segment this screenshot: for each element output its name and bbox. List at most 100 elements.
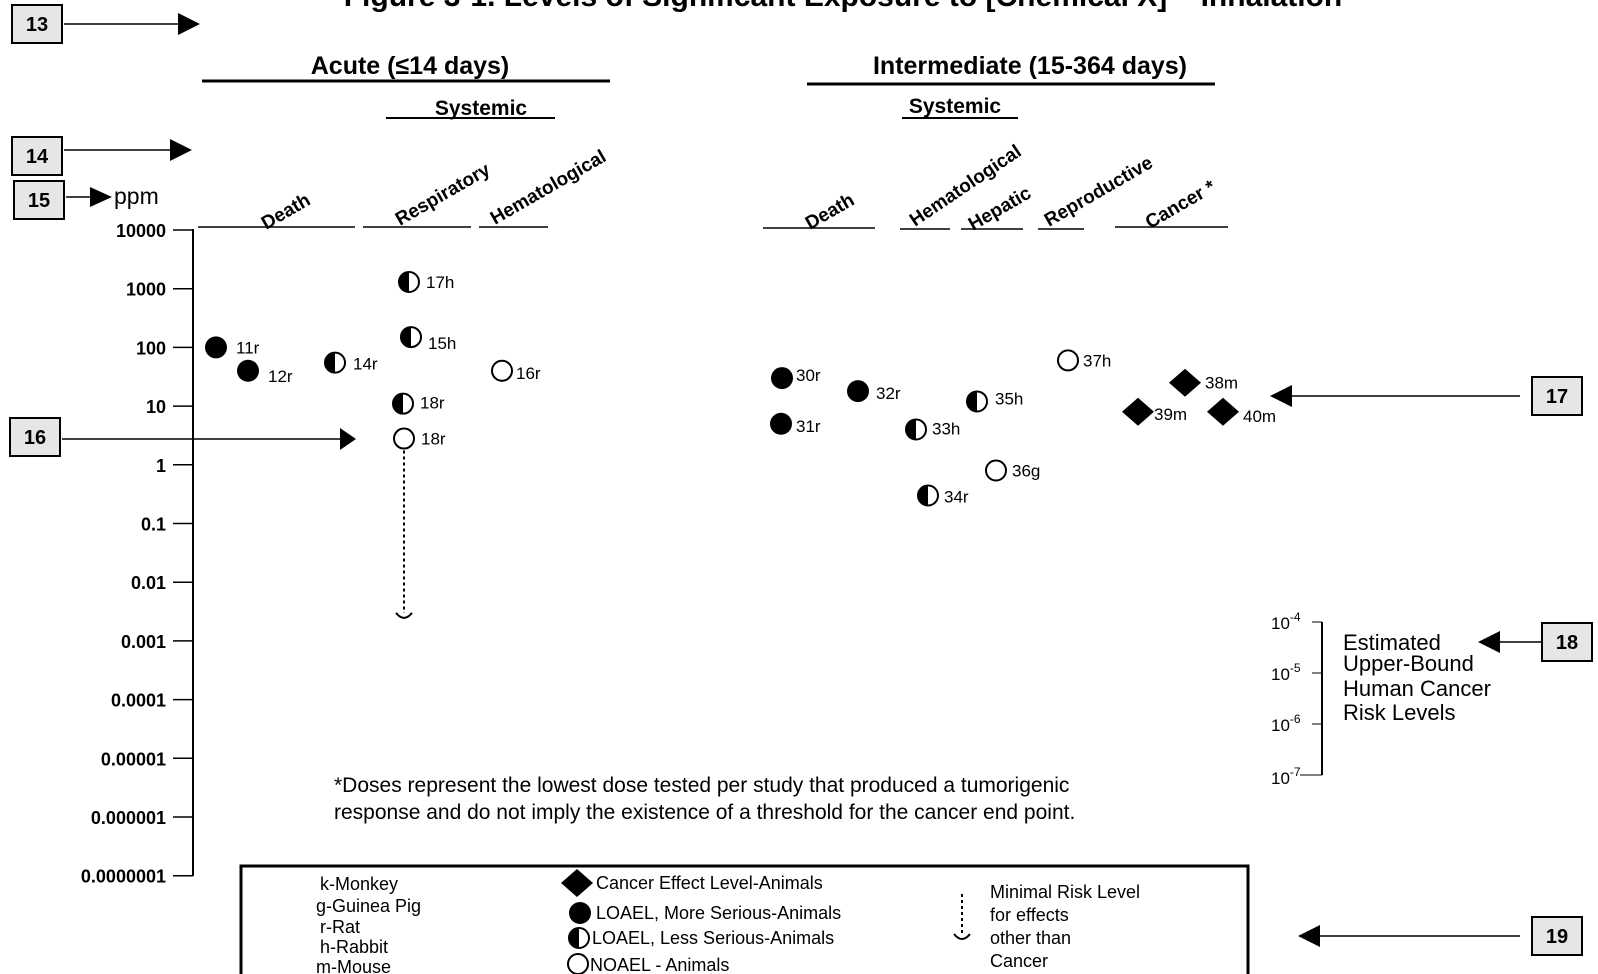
y-tick-label: 0.00001 <box>101 749 166 769</box>
figure-title: Figure 3-1. Levels of Significant Exposu… <box>344 0 1343 13</box>
callout-18: 18 <box>1478 622 1593 662</box>
unit-label: ppm <box>114 183 159 209</box>
y-tick-label: 0.0001 <box>111 691 166 711</box>
data-label-17h: 17h <box>426 273 454 292</box>
data-point-38m <box>1169 368 1201 397</box>
data-label-14r: 14r <box>353 355 378 374</box>
data-point-14r <box>324 351 346 374</box>
data-point-36g <box>985 459 1007 482</box>
callout-13: 13 <box>11 4 200 44</box>
risk-tick-3: 10-6 <box>1271 712 1301 735</box>
acute-systemic-label: Systemic <box>435 97 528 120</box>
legend-box <box>239 864 1250 974</box>
data-point-32r <box>847 380 869 403</box>
legend-filled-symbol <box>569 902 591 924</box>
risk-tick-4: 10-7 <box>1271 765 1301 788</box>
data-point-11r <box>205 336 227 359</box>
callout-19: 19 <box>1298 916 1583 956</box>
y-tick-label: 0.000001 <box>91 808 166 828</box>
data-label-30r: 30r <box>796 366 821 385</box>
data-point-40m <box>1207 397 1239 426</box>
callout-15-label: 15 <box>28 190 50 212</box>
data-label-18r: 18r <box>420 394 445 413</box>
callout-15: 15 <box>13 180 112 220</box>
cat-acute-hematological: Hematological <box>487 146 610 229</box>
risk-label-1: Estimated <box>1343 630 1441 655</box>
legend-effect-noael: NOAEL - Animals <box>590 955 729 974</box>
legend-mrl-symbol <box>953 894 971 940</box>
data-label-31r: 31r <box>796 417 821 436</box>
data-point-34r <box>917 484 939 507</box>
mrl-marker <box>395 450 413 619</box>
intermediate-systemic-label: Systemic <box>909 95 1002 118</box>
data-point-39m <box>1122 397 1154 426</box>
footnote-line-1: *Doses represent the lowest dose tested … <box>334 774 1069 797</box>
data-point-17h <box>398 271 420 294</box>
data-point-30r <box>771 367 793 390</box>
category-headers: Death Respiratory Hematological Death He… <box>198 141 1228 235</box>
cat-int-reproductive: Reproductive <box>1041 152 1157 231</box>
data-label-18r: 18r <box>421 430 446 449</box>
risk-tick-1: 10-4 <box>1271 610 1301 633</box>
risk-tick-2: 10-5 <box>1271 661 1301 684</box>
legend-half-symbol <box>568 927 590 949</box>
y-tick-label: 100 <box>136 338 166 358</box>
legend-mrl-line-4: Cancer <box>990 951 1048 971</box>
data-point-18r <box>393 427 415 450</box>
data-label-35h: 35h <box>995 389 1023 408</box>
legend-effect-loael-less: LOAEL, Less Serious-Animals <box>592 928 834 948</box>
data-point-31r <box>770 412 792 435</box>
data-label-12r: 12r <box>268 367 293 386</box>
y-axis: 10000 1000 100 10 1 0.1 0.01 0.001 0.0001 0.00001… <box>81 221 194 887</box>
legend-species-2: g-Guinea Pig <box>316 896 421 916</box>
data-marks: 11r 12r 14r 17h 15h 18r 18r 16r 30r 31r 32r 33h 34r 3… <box>205 271 1276 619</box>
callout-19-label: 19 <box>1546 926 1568 948</box>
acute-heading: Acute (≤14 days) <box>311 52 510 80</box>
legend-species-1: k-Monkey <box>320 874 398 894</box>
legend-mrl-line-3: other than <box>990 928 1071 948</box>
data-label-34r: 34r <box>944 487 969 506</box>
legend-diamond-symbol <box>561 869 593 897</box>
y-tick-label: 10 <box>146 397 166 417</box>
legend-species-4: h-Rabbit <box>320 937 388 957</box>
risk-label-4: Risk Levels <box>1343 700 1455 725</box>
y-tick-label: 0.01 <box>131 573 166 593</box>
legend-effect-loael-more: LOAEL, More Serious-Animals <box>596 903 841 923</box>
callout-16-label: 16 <box>24 427 46 449</box>
callout-18-label: 18 <box>1556 632 1578 654</box>
intermediate-heading: Intermediate (15-364 days) <box>873 52 1187 80</box>
callout-14-label: 14 <box>26 146 49 168</box>
cat-int-cancer: Cancer * <box>1142 176 1220 233</box>
footnote-line-2: response and do not imply the existence … <box>334 801 1075 824</box>
y-tick-label: 1000 <box>126 280 166 300</box>
data-label-33h: 33h <box>932 419 960 438</box>
data-label-15h: 15h <box>428 334 456 353</box>
legend: k-Monkey g-Guinea Pig r-Rat h-Rabbit m-M… <box>239 864 1250 974</box>
callout-14: 14 <box>11 136 192 176</box>
data-label-36g: 36g <box>1012 461 1040 480</box>
risk-label-3: Human Cancer <box>1343 676 1491 701</box>
data-label-16r: 16r <box>516 364 541 383</box>
cat-acute-respiratory: Respiratory <box>392 159 494 230</box>
legend-mrl-line-2: for effects <box>990 905 1069 925</box>
data-label-40m: 40m <box>1243 407 1276 426</box>
data-label-32r: 32r <box>876 384 901 403</box>
risk-level-scale: 10-4 10-5 10-6 10-7 Estimated Upper-Boun… <box>1271 610 1491 788</box>
y-tick-label: 1 <box>156 456 166 476</box>
legend-species-3: r-Rat <box>320 917 360 937</box>
data-point-33h <box>905 418 927 441</box>
risk-label-2: Upper-Bound <box>1343 651 1474 676</box>
data-label-38m: 38m <box>1205 374 1238 393</box>
data-point-37h <box>1057 349 1079 372</box>
callout-13-label: 13 <box>26 14 48 36</box>
callout-16: 16 <box>9 417 356 457</box>
legend-mrl-line-1: Minimal Risk Level <box>990 882 1140 902</box>
y-tick-label: 0.001 <box>121 632 166 652</box>
callout-17-label: 17 <box>1546 386 1568 408</box>
legend-effect-cancer: Cancer Effect Level-Animals <box>596 873 823 893</box>
data-point-12r <box>237 359 259 382</box>
y-tick-label: 0.1 <box>141 515 166 535</box>
data-point-18r <box>392 392 414 415</box>
data-label-11r: 11r <box>236 338 260 357</box>
